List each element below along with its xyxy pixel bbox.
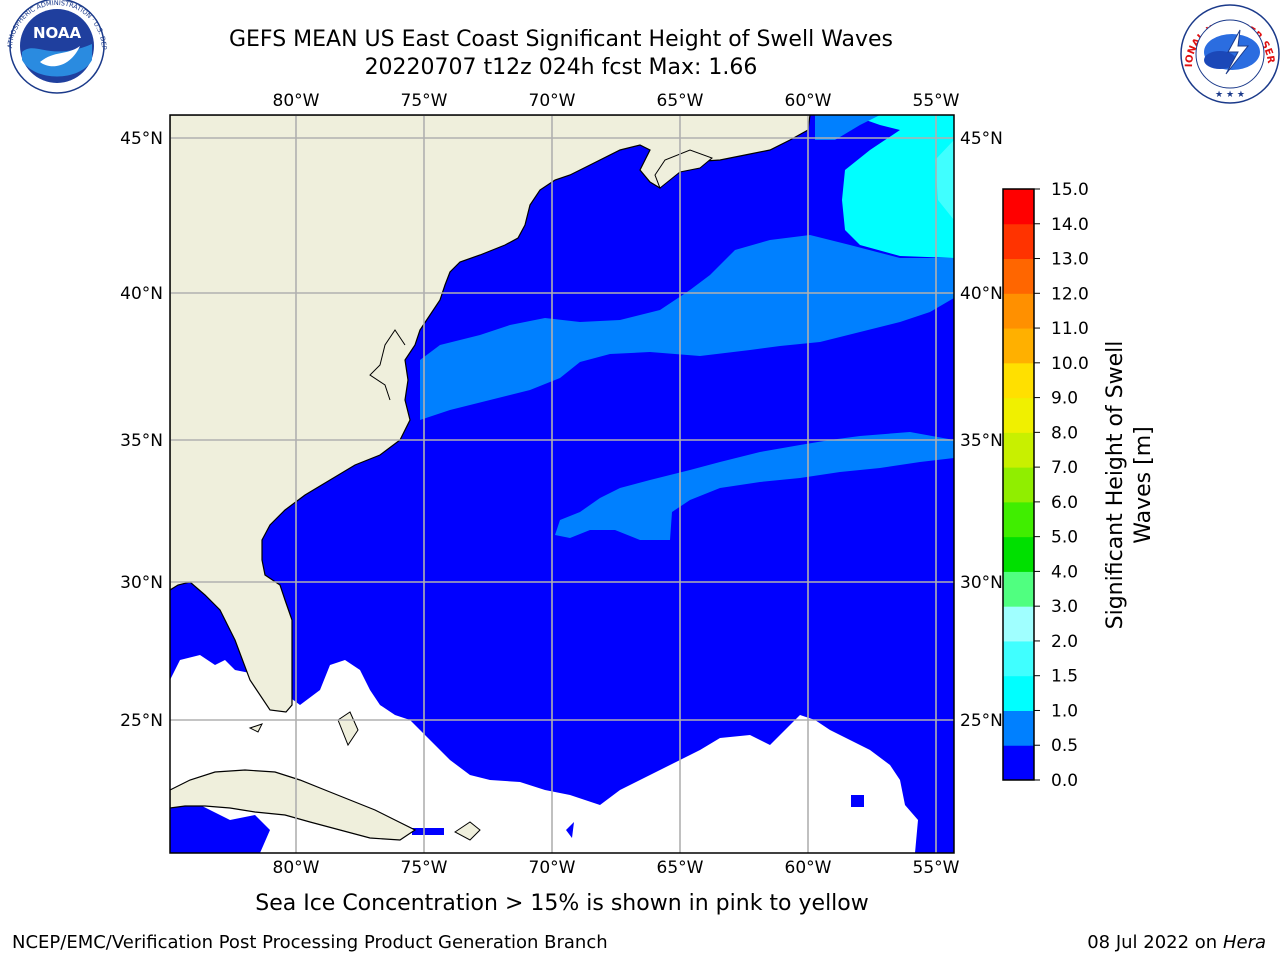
colorbar-swatch: [1003, 675, 1034, 711]
map-frame: [169, 114, 955, 854]
lat-label: 35°N: [960, 431, 1003, 451]
lon-label: 80°W: [273, 858, 320, 878]
colorbar-tick-label: 1.5: [1051, 667, 1078, 687]
colorbar-swatch: [1003, 189, 1034, 225]
colorbar-swatch: [1003, 710, 1034, 746]
colorbar-tick-label: 0.0: [1051, 771, 1078, 791]
colorbar-label: Significant Height of Swell Waves [m]: [1103, 341, 1156, 630]
lat-label: 25°N: [960, 711, 1003, 731]
map-panel: [170, 115, 954, 853]
chart-subtitle: 20220707 t12z 024h fcst Max: 1.66: [364, 55, 758, 80]
lon-label: 80°W: [273, 91, 320, 111]
colorbar-swatch: [1003, 432, 1034, 468]
colorbar-swatch: [1003, 328, 1034, 364]
footer-date: 08 Jul 2022 on Hera: [1087, 932, 1266, 953]
nws-logo: NATIONAL WEATHER SERVICE ★ ★ ★: [0, 0, 1280, 104]
colorbar-swatch: [1003, 536, 1034, 572]
colorbar-tick-label: 12.0: [1051, 284, 1089, 304]
colorbar-swatch: [1003, 223, 1034, 260]
colorbar-tick-label: 0.5: [1051, 736, 1078, 756]
lat-labels-left: 45°N 40°N 35°N 30°N 25°N: [120, 129, 163, 731]
colorbar-tick-label: 10.0: [1051, 354, 1089, 374]
footer-host: Hera: [1222, 932, 1266, 953]
colorbar-tick-label: 3.0: [1051, 597, 1078, 617]
footer-credit: NCEP/EMC/Verification Post Processing Pr…: [12, 932, 608, 953]
lon-label: 70°W: [529, 858, 576, 878]
lat-label: 40°N: [960, 284, 1003, 304]
lon-label: 65°W: [657, 858, 704, 878]
chart-title: GEFS MEAN US East Coast Significant Heig…: [228, 27, 894, 52]
colorbar-tick-label: 8.0: [1051, 423, 1078, 443]
sea-ice-note: Sea Ice Concentration > 15% is shown in …: [255, 891, 869, 916]
graticule: [170, 115, 954, 853]
ocean-mid-swell-north: [420, 235, 954, 420]
lon-label: 55°W: [913, 91, 960, 111]
colorbar-label-line1: Significant Height of Swell: [1103, 341, 1128, 630]
ocean-mid-swell-south: [555, 432, 954, 540]
colorbar-swatch: [1003, 501, 1034, 538]
land-north-america: [170, 115, 811, 713]
lon-labels-bottom: 80°W 75°W 70°W 65°W 60°W 55°W: [273, 858, 960, 878]
lat-label: 45°N: [960, 129, 1003, 149]
lat-label: 40°N: [120, 284, 163, 304]
nws-ring-text: NATIONAL WEATHER SERVICE: [0, 0, 1276, 67]
lon-label: 55°W: [913, 858, 960, 878]
colorbar-swatch: [1003, 571, 1034, 607]
lon-label: 65°W: [657, 91, 704, 111]
colorbar-swatch: [1003, 397, 1034, 433]
colorbar-swatch: [1003, 362, 1034, 399]
lat-label: 25°N: [120, 711, 163, 731]
colorbar-tick-label: 14.0: [1051, 215, 1089, 235]
footer-date-text: 08 Jul 2022 on: [1087, 932, 1218, 953]
colorbar-tick-label: 2.0: [1051, 632, 1078, 652]
colorbar-tick-label: 15.0: [1051, 180, 1089, 200]
colorbar-swatch: [1003, 258, 1034, 294]
lat-label: 30°N: [120, 573, 163, 593]
lon-label: 75°W: [401, 91, 448, 111]
noaa-logo: NATIONAL OCEANIC AND ATMOSPHERIC ADMINIS…: [0, 0, 108, 94]
colorbar-tick-label: 4.0: [1051, 562, 1078, 582]
svg-text:NATIONAL WEATHER SERVICE: NATIONAL WEATHER SERVICE: [0, 0, 1276, 67]
lon-label: 60°W: [785, 858, 832, 878]
colorbar-tick-label: 11.0: [1051, 319, 1089, 339]
colorbar-swatch: [1003, 293, 1034, 329]
colorbar-label-line2: Waves [m]: [1131, 426, 1156, 543]
colorbar-tick-label: 7.0: [1051, 458, 1078, 478]
colorbar-swatch: [1003, 745, 1034, 781]
lon-label: 75°W: [401, 858, 448, 878]
colorbar: [1003, 189, 1034, 781]
land-cuba: [170, 769, 417, 841]
lat-label: 30°N: [960, 573, 1003, 593]
colorbar-tick-label: 6.0: [1051, 493, 1078, 513]
colorbar-tick-label: 5.0: [1051, 528, 1078, 548]
ocean-high-swell: [815, 115, 954, 258]
lat-label: 35°N: [120, 431, 163, 451]
svg-text:★ ★ ★: ★ ★ ★: [1215, 90, 1245, 100]
lat-labels-right: 45°N 40°N 35°N 30°N 25°N: [960, 129, 1003, 731]
noaa-logo-text: NOAA: [33, 24, 82, 42]
colorbar-swatch: [1003, 606, 1034, 642]
lon-label: 70°W: [529, 91, 576, 111]
lon-labels-top: 80°W 75°W 70°W 65°W 60°W 55°W: [273, 91, 960, 111]
colorbar-tick-label: 13.0: [1051, 250, 1089, 270]
colorbar-tick-label: 9.0: [1051, 389, 1078, 409]
colorbar-frame: [1002, 188, 1035, 781]
colorbar-swatch: [1003, 467, 1034, 503]
lat-label: 45°N: [120, 129, 163, 149]
colorbar-tick-label: 1.0: [1051, 701, 1078, 721]
colorbar-swatch: [1003, 640, 1034, 677]
lon-label: 60°W: [785, 91, 832, 111]
colorbar-ticks: 0.0 0.5 1.0 1.5 2.0 3.0 4.0 5.0 6.0 7.0 8.0 9.0 10.0…: [1034, 180, 1089, 791]
